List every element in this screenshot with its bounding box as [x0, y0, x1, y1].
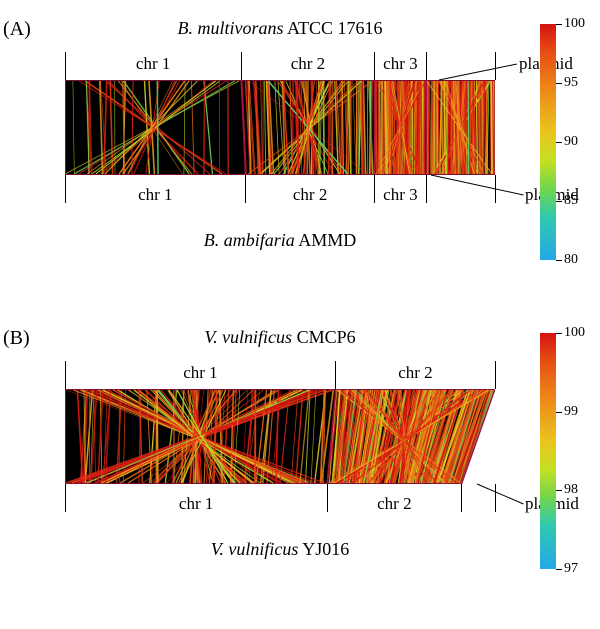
colorbar-tick [556, 490, 562, 491]
segment-label: chr 1 [179, 494, 213, 514]
panel-a-bottom-strain: AMMD [295, 230, 357, 250]
panel-a-top-title: B. multivorans ATCC 17616 [65, 18, 495, 39]
panel-b-bottom-strain: YJ016 [298, 539, 349, 559]
colorbar-tick-label: 80 [564, 252, 578, 268]
segment-tick [65, 52, 66, 80]
segment-label: chr 3 [383, 185, 417, 205]
panel-b-synteny-track [65, 389, 495, 484]
segment-tick [426, 175, 427, 203]
panel-b-top-title: V. vulnificus CMCP6 [65, 327, 495, 348]
panel-label-a: (A) [3, 18, 31, 41]
segment-tick [374, 175, 375, 203]
panel-a-bottom-species: B. ambifaria [204, 230, 295, 250]
colorbar-tick [556, 412, 562, 413]
segment-tick [241, 52, 242, 80]
segment-label: chr 1 [138, 185, 172, 205]
segment-label: chr 3 [383, 54, 417, 74]
panel-b-colorbar: 100999897 [540, 333, 556, 569]
colorbar-tick-label: 100 [564, 325, 585, 341]
panel-b-top-species: V. vulnificus [204, 327, 292, 347]
panel-a-synteny-track [65, 80, 495, 175]
segment-tick [65, 484, 66, 512]
colorbar-tick-label: 95 [564, 75, 578, 91]
panel-a-colorbar: 10095908580 [540, 24, 556, 260]
colorbar-gradient [540, 24, 556, 260]
colorbar-tick-label: 97 [564, 561, 578, 577]
segment-label: chr 1 [183, 363, 217, 383]
segment-tick [327, 484, 328, 512]
colorbar-tick-label: 100 [564, 16, 585, 32]
colorbar-tick [556, 201, 562, 202]
colorbar-tick-label: 90 [564, 134, 578, 150]
colorbar-tick-label: 85 [564, 193, 578, 209]
colorbar-tick [556, 260, 562, 261]
segment-tick [245, 175, 246, 203]
segment-tick [335, 361, 336, 389]
segment-tick [426, 52, 427, 80]
panel-a-bottom-title: B. ambifaria AMMD [65, 230, 495, 251]
panel-a-top-species: B. multivorans [177, 18, 283, 38]
colorbar-tick [556, 24, 562, 25]
segment-tick [495, 361, 496, 389]
colorbar-gradient [540, 333, 556, 569]
panel-a-top-strain: ATCC 17616 [283, 18, 382, 38]
panel-b-bottom-species: V. vulnificus [211, 539, 299, 559]
colorbar-tick-label: 99 [564, 404, 578, 420]
segment-label: chr 2 [291, 54, 325, 74]
colorbar-tick [556, 83, 562, 84]
colorbar-tick [556, 569, 562, 570]
panel-label-b: (B) [3, 327, 30, 350]
colorbar-tick [556, 142, 562, 143]
segment-label: chr 1 [136, 54, 170, 74]
colorbar-tick [556, 333, 562, 334]
segment-label: chr 2 [293, 185, 327, 205]
segment-tick [65, 361, 66, 389]
segment-label: chr 2 [398, 363, 432, 383]
segment-tick [461, 484, 462, 512]
segment-label: chr 2 [377, 494, 411, 514]
panel-b-top-strain: CMCP6 [292, 327, 356, 347]
panel-b-bottom-title: V. vulnificus YJ016 [65, 539, 495, 560]
colorbar-tick-label: 98 [564, 482, 578, 498]
segment-tick [374, 52, 375, 80]
segment-tick [65, 175, 66, 203]
